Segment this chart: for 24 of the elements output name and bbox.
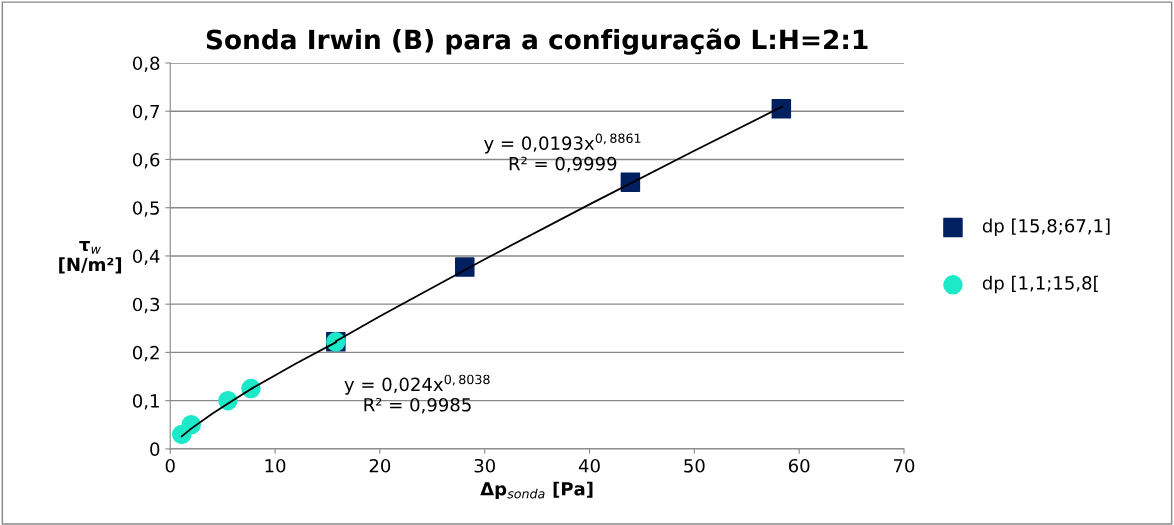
annotation: y = 0,024x$^{0,8038}$ R² = 0,9985 [344,374,490,414]
x-tick-label: 10 [265,458,286,473]
x-tick-label: 20 [369,458,391,473]
x-axis-title: Δp$_{sonda}$ [Pa] [480,481,593,500]
legend-label: dp [1,1;15,8[ [982,275,1098,294]
x-tick-label: 50 [684,458,705,473]
y-tick-label: 0,5 [132,201,159,217]
y-tick-label: 0,4 [132,249,160,265]
y-tick-label: 0,7 [132,104,159,121]
y-axis-title: τ$_{w}$ [N/m²] [59,240,122,274]
x-tick-label: 60 [788,458,810,473]
y-tick-label: 0,8 [132,56,160,72]
chart-title: Sonda Irwin (B) para a configuração L:H=2:1 [206,28,868,55]
x-tick-label: 30 [474,458,495,473]
x-tick-label: 0 [165,458,175,473]
y-tick-label: 0,2 [132,345,159,362]
x-tick-label: 40 [578,458,600,473]
y-tick-label: 0,6 [132,152,160,169]
legend-label: dp [15,8;67,1] [982,218,1110,237]
y-tick-label: 0,1 [132,394,159,410]
y-tick-label: 0 [150,442,160,456]
x-tick-label: 70 [893,458,915,473]
y-tick-label: 0,3 [132,297,160,314]
annotation: y = 0,0193x$^{0,8861}$ R² = 0,9999 [484,133,641,173]
